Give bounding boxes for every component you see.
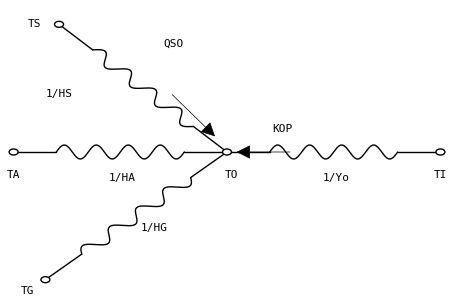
Text: TO: TO xyxy=(225,170,238,180)
Text: KOP: KOP xyxy=(272,124,293,134)
Text: 1/HA: 1/HA xyxy=(109,173,136,183)
Text: QSO: QSO xyxy=(163,39,184,49)
Circle shape xyxy=(54,21,64,27)
Text: TA: TA xyxy=(7,170,20,180)
Text: TI: TI xyxy=(434,170,447,180)
Text: TS: TS xyxy=(27,19,41,29)
Text: 1/HG: 1/HG xyxy=(141,223,168,233)
Circle shape xyxy=(9,149,18,155)
Text: 1/Yo: 1/Yo xyxy=(322,173,350,183)
Text: TG: TG xyxy=(20,286,34,296)
Circle shape xyxy=(436,149,445,155)
Circle shape xyxy=(222,149,232,155)
Text: 1/HS: 1/HS xyxy=(46,89,73,99)
Circle shape xyxy=(41,277,50,283)
